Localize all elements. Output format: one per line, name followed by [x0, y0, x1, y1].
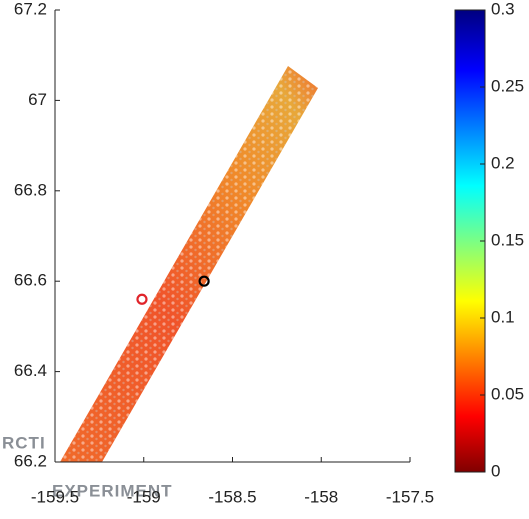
x-tick-label: -159.5 [31, 487, 79, 506]
x-tick-label: -158.5 [208, 487, 256, 506]
colorbar-tick-label: 0.25 [491, 76, 524, 95]
y-tick-label: 66.4 [14, 361, 47, 380]
colorbar-tick-label: 0.05 [491, 384, 524, 403]
swath-texture [60, 66, 318, 462]
y-tick-label: 67.2 [14, 0, 47, 18]
colorbar-tick-label: 0.15 [491, 230, 524, 249]
y-tick-label: 67 [28, 90, 47, 109]
marker [198, 275, 210, 287]
watermark: EXPERIMENT [52, 481, 173, 500]
watermark: RCTI [2, 433, 46, 452]
y-tick-label: 66.6 [14, 271, 47, 290]
marker [136, 293, 148, 305]
x-tick-label: -158 [304, 487, 338, 506]
y-tick-label: 66.8 [14, 180, 47, 199]
colorbar-tick-label: 0.3 [491, 0, 515, 18]
colorbar-tick-label: 0.2 [491, 153, 515, 172]
colorbar-tick-label: 0 [491, 461, 500, 480]
x-tick-label: -159 [127, 487, 161, 506]
colorbar-tick-label: 0.1 [491, 307, 515, 326]
x-tick-label: -157.5 [386, 487, 434, 506]
y-tick-label: 66.2 [14, 451, 47, 470]
